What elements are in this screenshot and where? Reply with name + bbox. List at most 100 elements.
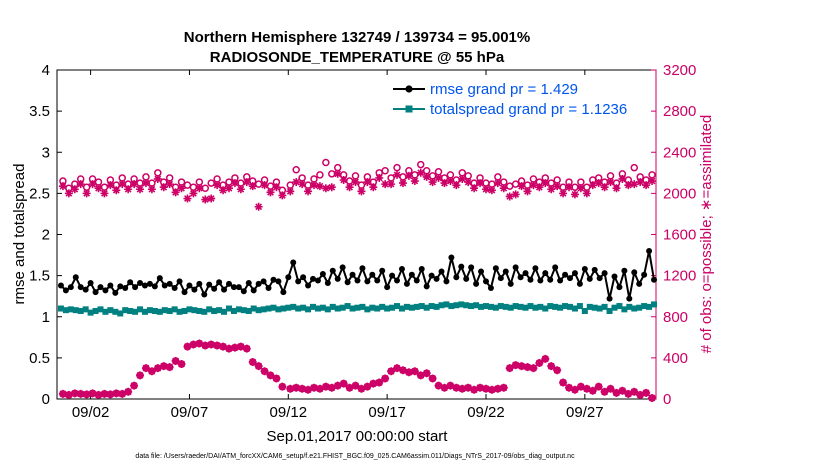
rmse-point: [354, 277, 361, 284]
rmse-point: [478, 268, 485, 275]
totalspread-point: [497, 303, 504, 310]
obs-low-assimilated-marker: [88, 389, 97, 398]
obs-low-assimilated-marker: [434, 381, 443, 390]
totalspread-point: [166, 307, 173, 314]
obs-possible-marker: [351, 172, 360, 180]
totalspread-point: [225, 305, 232, 312]
obs-low-assimilated-marker: [470, 385, 479, 394]
obs-low-assimilated-marker: [493, 384, 502, 393]
totalspread-point: [176, 308, 183, 315]
obs-assimilated-marker: [452, 181, 461, 190]
rmse-point: [453, 274, 460, 281]
rmse-point: [394, 277, 401, 284]
obs-possible-marker: [494, 173, 502, 181]
obs-possible-marker: [357, 181, 366, 189]
totalspread-point: [443, 301, 450, 308]
x-tick-label: 09/07: [171, 404, 209, 421]
obs-assimilated-marker: [470, 184, 479, 193]
obs-low-assimilated-marker: [570, 385, 579, 394]
left-tick-label: 2.5: [29, 185, 50, 202]
totalspread-point: [230, 307, 237, 314]
totalspread-point: [181, 307, 188, 314]
right-tick-label: 800: [663, 309, 688, 326]
totalspread-point: [621, 306, 628, 313]
rmse-point: [557, 277, 564, 284]
obs-assimilated-marker: [76, 180, 85, 189]
obs-assimilated-marker: [565, 183, 574, 192]
x-tick-label: 09/27: [566, 404, 604, 421]
obs-assimilated-marker: [298, 180, 307, 189]
rmse-point: [240, 288, 247, 295]
obs-assimilated-marker: [363, 178, 372, 187]
rmse-point: [487, 284, 494, 291]
x-tick-label: 09/12: [270, 404, 308, 421]
rmse-point: [527, 276, 534, 283]
totalspread-point: [191, 307, 198, 314]
totalspread-point: [334, 305, 341, 312]
obs-low-assimilated-marker: [487, 385, 496, 394]
totalspread-point: [92, 307, 99, 314]
obs-low-assimilated-marker: [369, 379, 378, 388]
rmse-point: [596, 275, 603, 282]
rmse-point: [117, 283, 124, 290]
totalspread-point: [463, 302, 470, 309]
rmse-point: [87, 280, 94, 287]
totalspread-point: [122, 307, 129, 314]
totalspread-point: [250, 305, 257, 312]
rmse-point: [458, 263, 465, 270]
left-tick-label: 4: [42, 62, 50, 79]
totalspread-point: [216, 307, 223, 314]
rmse-point: [235, 284, 242, 291]
rmse-series: [57, 247, 658, 302]
obs-low-assimilated-marker: [70, 389, 79, 398]
rmse-point: [141, 282, 148, 289]
obs-low-assimilated-marker: [428, 374, 437, 383]
rmse-point: [398, 266, 405, 273]
right-axis-ticks: 0 400 800 1200 1600 2000 2400 2800 3200: [651, 62, 696, 408]
rmse-point: [211, 285, 218, 292]
obs-possible-marker: [195, 178, 204, 186]
obs-assimilated-marker: [487, 186, 496, 195]
rmse-point: [146, 280, 153, 287]
obs-low-assimilated-marker: [315, 384, 324, 393]
obs-low-assimilated-marker: [458, 384, 467, 393]
totalspread-point: [601, 303, 608, 310]
totalspread-point: [314, 305, 321, 312]
rmse-point: [512, 264, 519, 271]
obs-assimilated-marker: [219, 186, 228, 195]
totalspread-point: [77, 307, 84, 314]
rmse-point: [329, 267, 336, 274]
legend-spread-marker: [405, 105, 413, 113]
obs-assimilated-marker: [570, 190, 579, 199]
totalspread-point: [295, 305, 302, 312]
obs-low-assimilated-marker: [452, 383, 461, 392]
obs-assimilated-marker: [588, 181, 597, 190]
rmse-point: [275, 278, 282, 285]
obs-low-assimilated-marker: [333, 381, 342, 390]
obs-assimilated-marker: [100, 189, 109, 198]
y-axis-left-label: rmse and totalspread: [11, 164, 28, 305]
obs-assimilated-marker: [58, 182, 67, 191]
x-tick-label: 09/22: [467, 404, 505, 421]
obs-assimilated-marker: [517, 182, 526, 191]
rmse-point: [334, 275, 341, 282]
obs-assimilated-marker: [375, 173, 384, 182]
totalspread-point: [245, 307, 252, 314]
obs-possible-marker: [225, 178, 233, 186]
obs-possible-marker: [266, 182, 275, 190]
rmse-point: [418, 266, 425, 273]
totalspread-point: [186, 306, 193, 313]
left-tick-label: 2: [42, 227, 50, 244]
obs-assimilated-marker: [64, 189, 73, 198]
obs-assimilated-marker: [541, 179, 550, 188]
rmse-point: [265, 284, 272, 291]
plot-axes: [56, 69, 657, 400]
right-tick-label: 3200: [663, 62, 696, 79]
obs-low-assimilated-marker: [464, 383, 473, 392]
rmse-point: [92, 289, 99, 296]
obs-low-assimilated-marker: [236, 342, 245, 351]
obs-assimilated-marker: [553, 182, 562, 191]
totalspread-point: [137, 306, 144, 313]
rmse-point: [403, 280, 410, 287]
obs-possible-marker: [292, 165, 300, 174]
